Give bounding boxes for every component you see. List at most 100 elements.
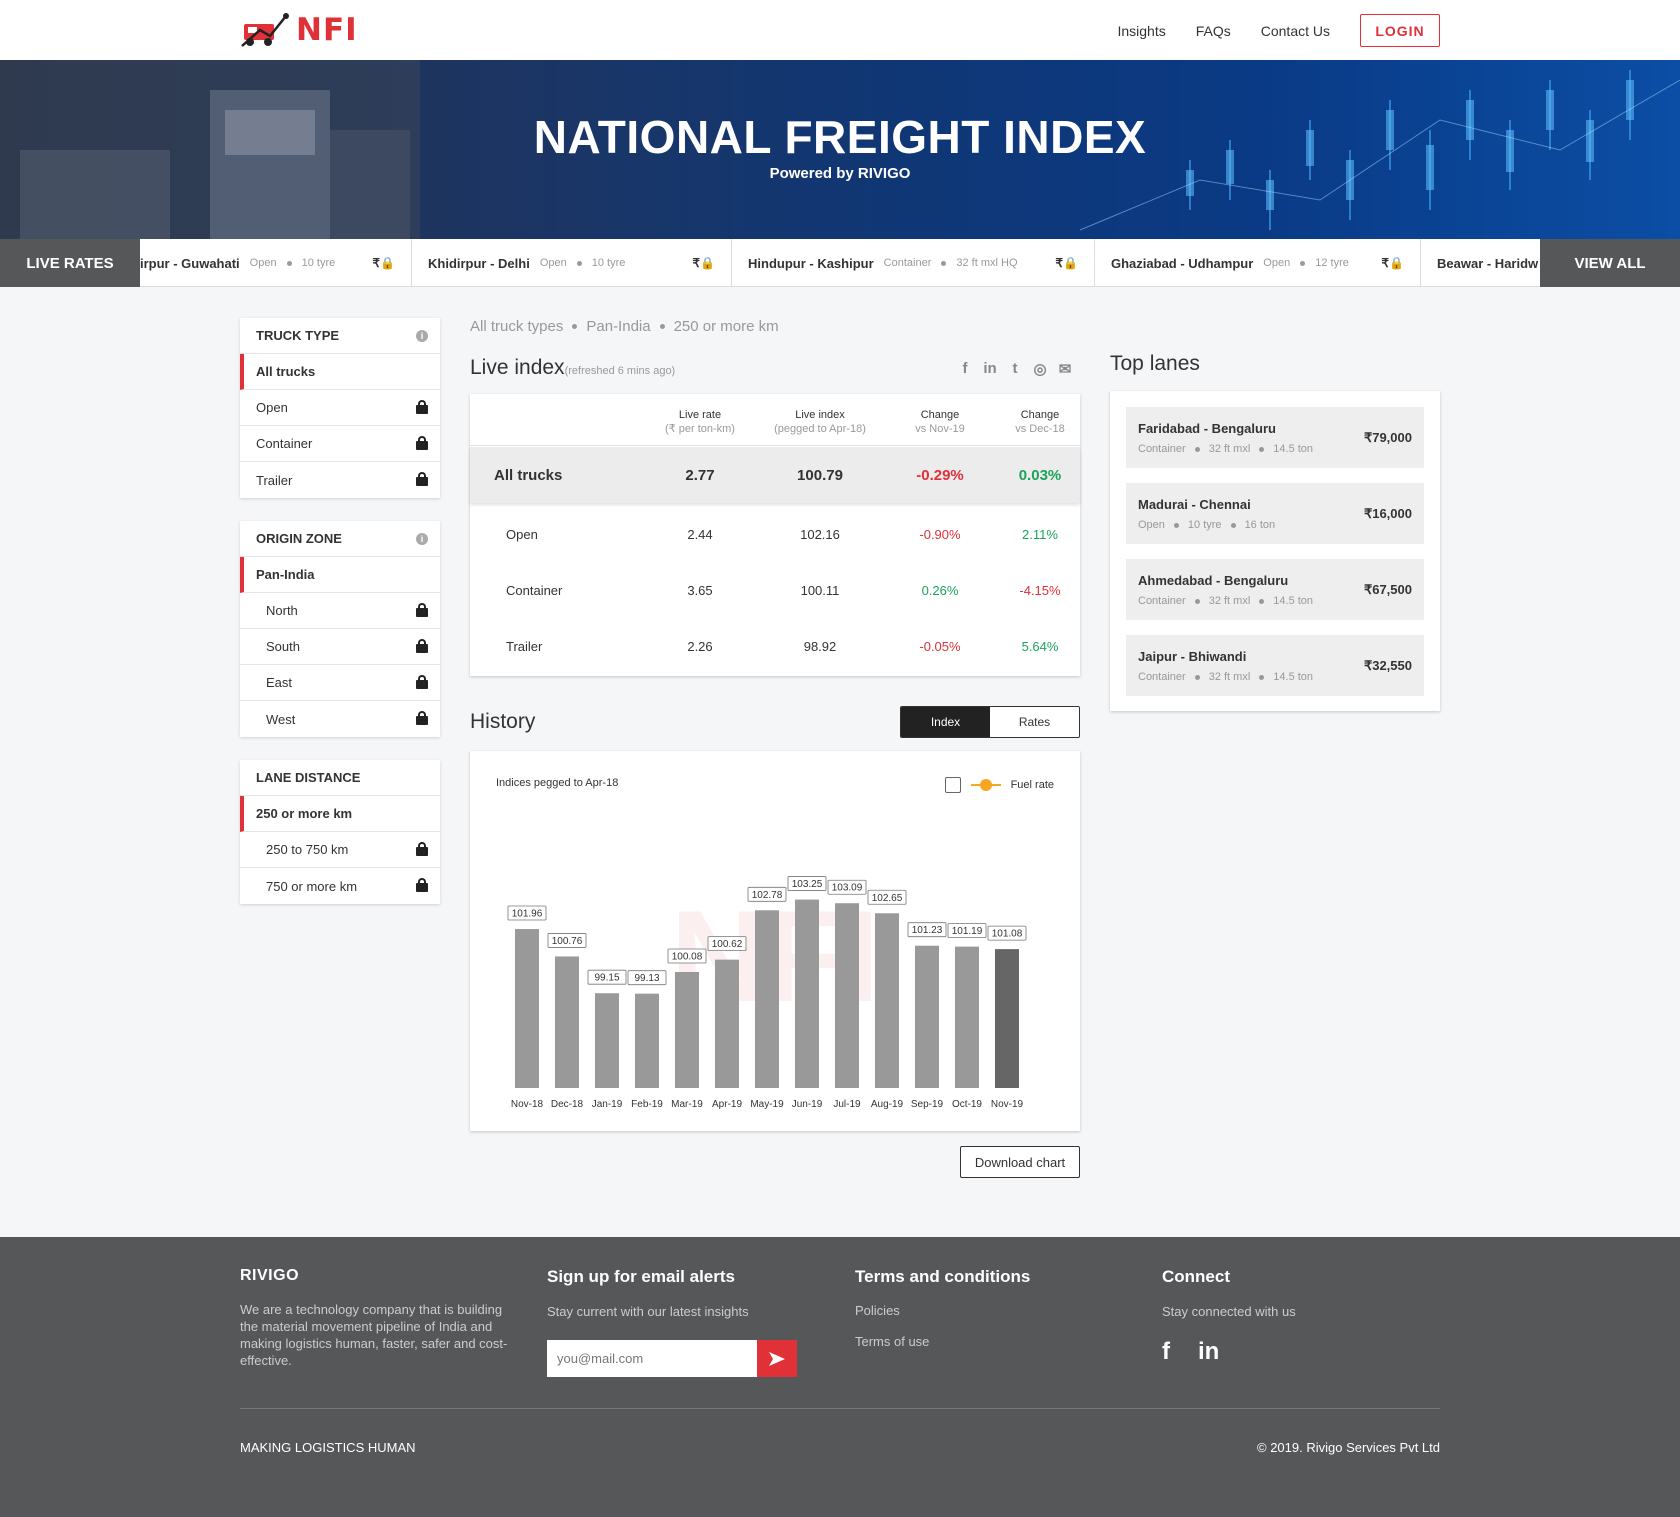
col-sub: (₹ per ton-km) <box>665 423 735 435</box>
lane-price: ₹67,500 <box>1363 582 1412 597</box>
footer-terms: Terms and conditions Policies Terms of u… <box>855 1267 1115 1349</box>
chart-bar[interactable] <box>675 971 699 1088</box>
filter-east[interactable]: East <box>240 665 440 701</box>
nfi-logo[interactable]: NFI <box>240 12 358 48</box>
table-header: Live rate (₹ per ton-km) Live index (pegge… <box>470 394 1080 446</box>
whatsapp-icon[interactable]: ◎ <box>1033 361 1047 378</box>
footer-tagline: MAKING LOGISTICS HUMAN <box>240 1440 416 1455</box>
footer-connect: Connect Stay connected with us f in <box>1162 1267 1422 1366</box>
chart-bar[interactable] <box>595 993 619 1088</box>
live-index-title-text: Live index <box>470 356 565 379</box>
twitter-icon[interactable]: t <box>1012 360 1018 377</box>
filter-all-trucks[interactable]: All trucks <box>240 354 440 390</box>
chart-bar[interactable] <box>635 993 659 1088</box>
info-icon[interactable]: i <box>416 330 428 342</box>
filter-label: West <box>266 711 296 727</box>
locked-price-icon: ₹🔒 <box>372 256 395 270</box>
lane-item[interactable]: Jaipur - Bhiwandi Container 32 ft mxl 14.5… <box>1126 635 1424 696</box>
fuel-rate-legend-icon <box>970 778 1001 792</box>
footer-divider <box>240 1408 1440 1409</box>
x-tick-label: Oct-19 <box>952 1099 982 1110</box>
filter-south[interactable]: South <box>240 629 440 665</box>
truck-logo-icon <box>241 13 289 47</box>
nav-faqs-link[interactable]: FAQs <box>1195 22 1231 39</box>
separator-dot <box>1194 674 1200 680</box>
data-label-box <box>507 905 547 921</box>
linkedin-icon[interactable]: in <box>1198 1338 1220 1365</box>
filter-250-to-750[interactable]: 250 to 750 km <box>240 832 440 868</box>
lane-item[interactable]: Ahmedabad - Bengaluru Container 32 ft mxl… <box>1126 559 1424 620</box>
ticker-item[interactable]: Ghaziabad - Udhampur Open 12 tyre ₹🔒 <box>1095 239 1421 287</box>
linkedin-icon[interactable]: in <box>983 360 997 377</box>
lane-size: 10 tyre <box>1187 519 1222 531</box>
connect-text: Stay connected with us <box>1162 1304 1296 1319</box>
chart-bar[interactable] <box>875 913 899 1088</box>
filter-heading-text: TRUCK TYPE <box>256 328 340 343</box>
col-label: Change <box>920 409 960 421</box>
filter-container[interactable]: Container <box>240 426 440 462</box>
filter-west[interactable]: West <box>240 701 440 737</box>
col-sub: vs Dec-18 <box>1015 423 1065 435</box>
data-label: 102.65 <box>872 893 903 904</box>
page-subtitle: Powered by RIVIGO <box>769 165 911 182</box>
filter-north[interactable]: North <box>240 593 440 629</box>
row-change-month: -0.90% <box>919 526 961 542</box>
tab-index[interactable]: Index <box>901 707 990 737</box>
lock-icon <box>416 400 428 414</box>
email-input[interactable] <box>547 1340 757 1377</box>
row-change-year: 5.64% <box>1021 638 1059 654</box>
filter-trailer[interactable]: Trailer <box>240 462 440 498</box>
filter-label: Trailer <box>256 472 293 488</box>
data-label: 103.09 <box>832 883 863 894</box>
login-button[interactable]: LOGIN <box>1360 14 1440 47</box>
chart-bar[interactable] <box>915 945 939 1088</box>
chart-bar[interactable] <box>795 899 819 1088</box>
filter-open[interactable]: Open <box>240 390 440 426</box>
send-arrow-button[interactable] <box>757 1340 797 1377</box>
chart-bar[interactable] <box>995 949 1019 1088</box>
ticker-item[interactable]: Hindupur - Kashipur Container 32 ft mxl H… <box>732 239 1095 287</box>
filter-250-or-more[interactable]: 250 or more km <box>240 796 440 832</box>
footer-about: RIVIGO We are a technology company that … <box>240 1267 520 1369</box>
table-row[interactable]: All trucks 2.77 100.79 -0.29% 0.03% <box>470 447 1080 503</box>
x-tick-label: Dec-18 <box>551 1099 584 1110</box>
table-row[interactable]: Open 2.44 102.16 -0.90% 2.11% <box>470 506 1080 562</box>
download-chart-button[interactable]: Download chart <box>960 1146 1080 1178</box>
table-row[interactable]: Container 3.65 100.11 0.26% -4.15% <box>470 562 1080 618</box>
separator-dot <box>1194 598 1200 604</box>
ticker-item[interactable]: irpur - Guwahati Open 10 tyre ₹🔒 <box>140 239 412 287</box>
ticker-item[interactable]: Beawar - Haridw <box>1421 239 1540 287</box>
nav-contact-link[interactable]: Contact Us <box>1260 22 1330 39</box>
data-label-box <box>907 922 947 938</box>
terms-of-use-link[interactable]: Terms of use <box>855 1334 930 1349</box>
policies-link[interactable]: Policies <box>855 1303 900 1318</box>
filter-pan-india[interactable]: Pan-India <box>240 557 440 593</box>
chart-bar[interactable] <box>835 903 859 1088</box>
chart-bar[interactable] <box>515 929 539 1088</box>
lane-item[interactable]: Faridabad - Bengaluru Container 32 ft mxl… <box>1126 407 1424 468</box>
lane-item[interactable]: Madurai - Chennai Open 10 tyre 16 ton ₹16,… <box>1126 483 1424 544</box>
ticker-item[interactable]: Khidirpur - Delhi Open 10 tyre ₹🔒 <box>412 239 732 287</box>
data-label: 99.15 <box>594 973 619 984</box>
nav-insights-link[interactable]: Insights <box>1117 22 1166 39</box>
ticker-route: Khidirpur - Delhi <box>428 255 530 271</box>
fuel-rate-checkbox[interactable] <box>944 777 961 793</box>
view-all-button[interactable]: VIEW ALL <box>1540 239 1680 287</box>
table-row[interactable]: Trailer 2.26 98.92 -0.05% 5.64% <box>470 618 1080 674</box>
chart-bar[interactable] <box>555 956 579 1088</box>
chart-bar[interactable] <box>955 946 979 1088</box>
facebook-icon[interactable]: f <box>1162 1338 1170 1365</box>
tab-rates[interactable]: Rates <box>990 707 1079 737</box>
email-icon[interactable]: ✉ <box>1058 361 1072 378</box>
row-rate: 3.65 <box>687 582 713 598</box>
col-sub: vs Nov-19 <box>915 423 965 435</box>
lock-icon <box>416 711 428 725</box>
filter-750-or-more[interactable]: 750 or more km <box>240 868 440 904</box>
ticker-size: 10 tyre <box>301 257 336 269</box>
facebook-icon[interactable]: f <box>962 360 968 377</box>
info-icon[interactable]: i <box>416 533 428 545</box>
data-label: 99.13 <box>634 973 659 984</box>
locked-price-icon: ₹🔒 <box>1055 256 1078 270</box>
chart-bar[interactable] <box>755 910 779 1088</box>
chart-bar[interactable] <box>715 959 739 1088</box>
